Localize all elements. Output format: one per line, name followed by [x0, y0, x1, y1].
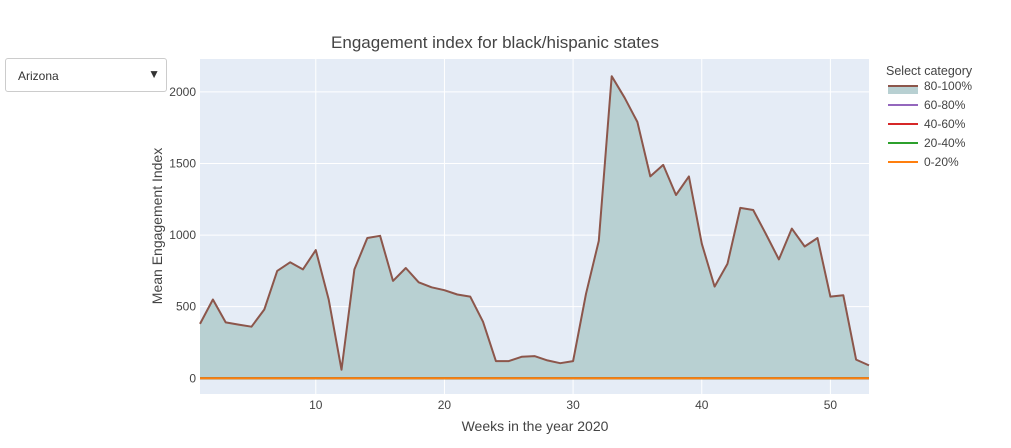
legend-swatch-fill [888, 86, 918, 94]
legend-title: Select category [886, 64, 973, 78]
y-tick-label: 2000 [169, 85, 196, 99]
y-tick-label: 500 [176, 300, 196, 314]
state-dropdown-value: Arizona [18, 69, 59, 83]
series-lines [199, 75, 870, 380]
x-axis-label: Weeks in the year 2020 [462, 418, 609, 434]
legend-label: 80-100% [924, 79, 972, 93]
legend: 80-100% 60-80% 40-60% 20-40% 0-20% [888, 79, 972, 169]
legend-label: 20-40% [924, 136, 966, 150]
x-tick-label: 20 [438, 398, 452, 412]
x-tick-labels: 10 20 30 40 50 [309, 398, 837, 412]
y-axis-label: Mean Engagement Index [149, 148, 165, 304]
legend-label: 0-20% [924, 155, 959, 169]
caret-down-icon[interactable]: ▼ [148, 67, 160, 81]
legend-item-0-20[interactable]: 0-20% [888, 155, 959, 169]
y-tick-labels: 0 500 1000 1500 2000 [169, 85, 196, 385]
legend-label: 60-80% [924, 98, 966, 112]
legend-label: 40-60% [924, 117, 966, 131]
y-tick-label: 1000 [169, 228, 196, 242]
y-tick-label: 0 [189, 371, 196, 385]
series-areas [200, 76, 869, 379]
legend-item-60-80[interactable]: 60-80% [888, 98, 966, 112]
x-tick-label: 10 [309, 398, 323, 412]
x-tick-label: 40 [695, 398, 709, 412]
x-tick-label: 50 [824, 398, 838, 412]
series-area-80-100 [200, 76, 869, 379]
legend-item-40-60[interactable]: 40-60% [888, 117, 966, 131]
series-line-80-100 [199, 75, 870, 371]
legend-item-80-100[interactable]: 80-100% [888, 79, 972, 94]
x-tick-label: 30 [566, 398, 580, 412]
legend-item-20-40[interactable]: 20-40% [888, 136, 966, 150]
chart-title: Engagement index for black/hispanic stat… [331, 33, 659, 52]
y-tick-label: 1500 [169, 157, 196, 171]
state-dropdown[interactable]: Arizona ▼ [5, 58, 167, 92]
